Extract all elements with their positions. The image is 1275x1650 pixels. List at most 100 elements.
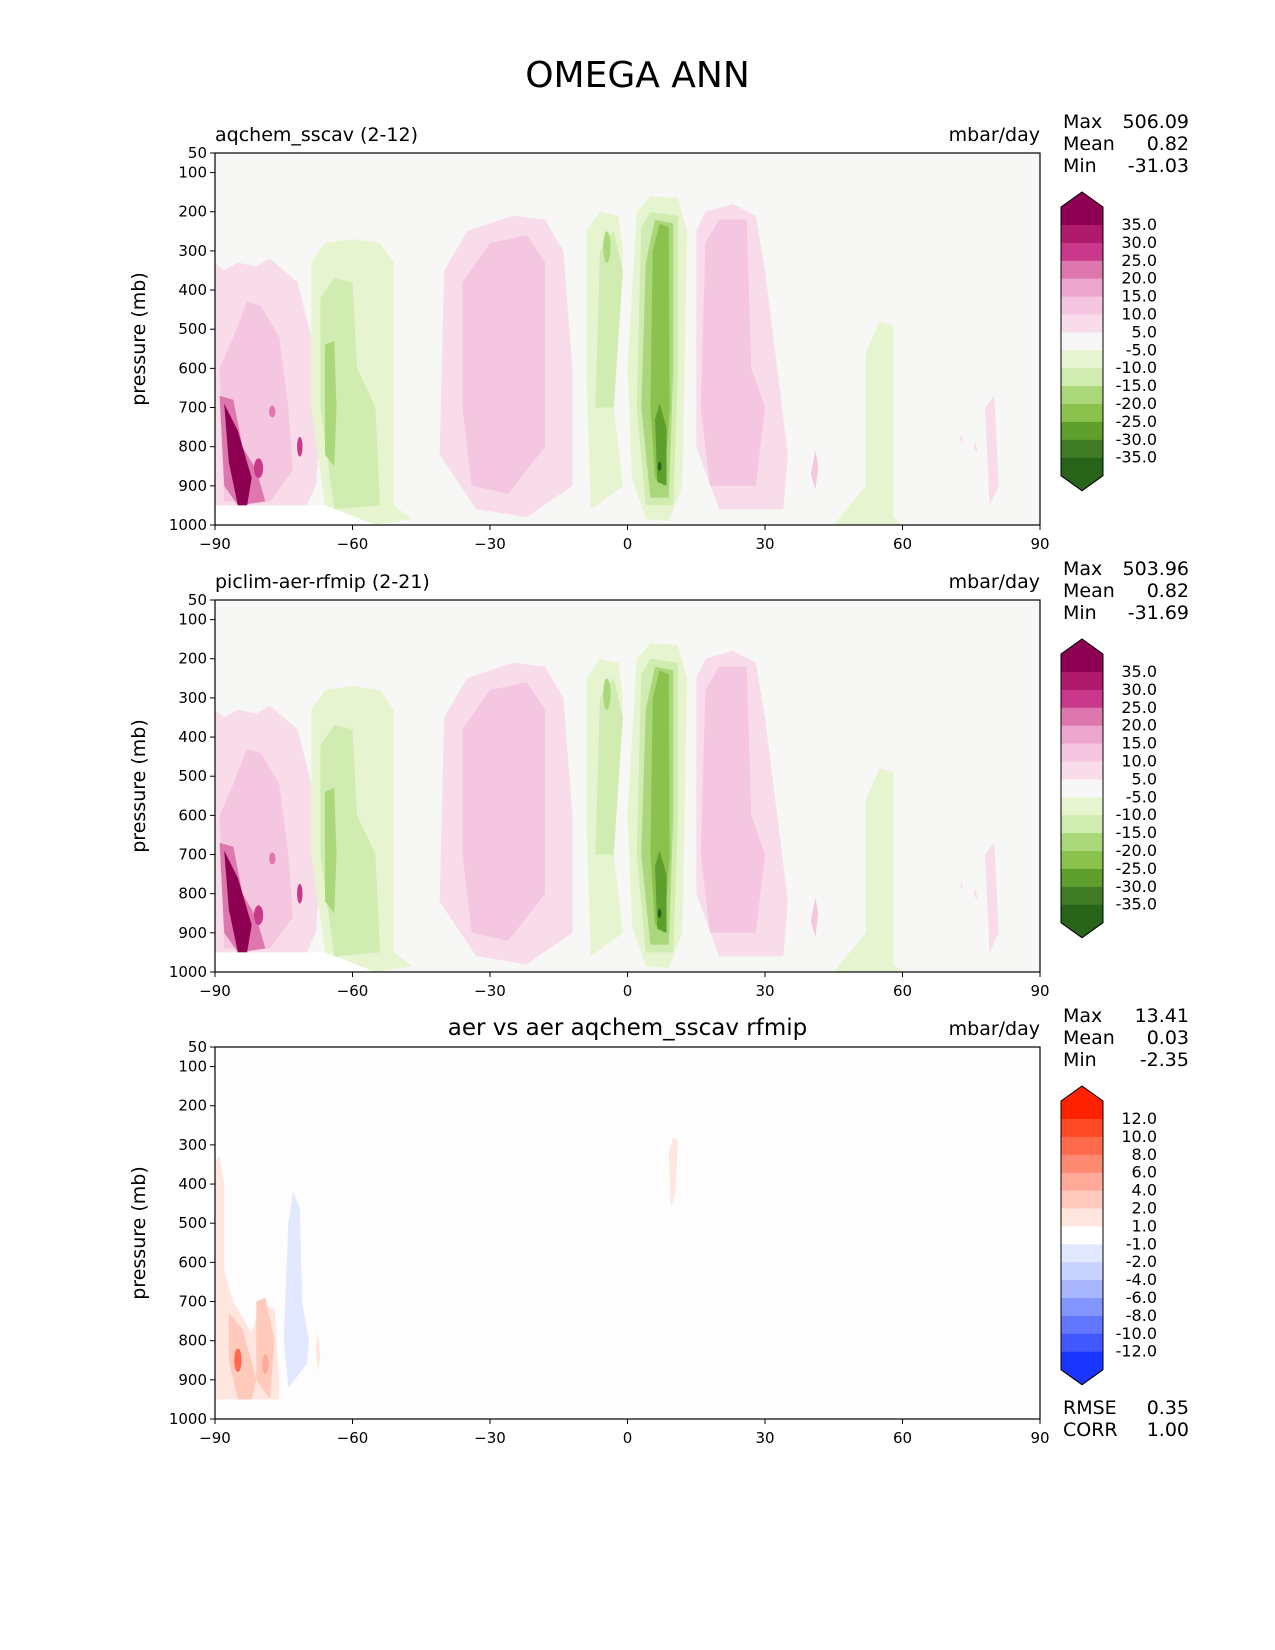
colorbar-swatch <box>1061 332 1103 351</box>
y-tick-label: 900 <box>178 924 207 942</box>
colorbar-label: 30.0 <box>1121 233 1157 252</box>
stat-value: -31.03 <box>1128 155 1189 177</box>
stat-value: 503.96 <box>1123 558 1189 580</box>
colorbar-label: 4.0 <box>1132 1181 1157 1200</box>
field-diff-red-2 <box>228 1313 257 1400</box>
x-tick-label: −30 <box>474 982 506 1000</box>
colorbar-swatch <box>1061 707 1103 727</box>
field-green-south-3 <box>325 341 337 467</box>
stat-label: Max <box>1063 111 1102 133</box>
colorbar-label: 15.0 <box>1121 734 1157 753</box>
colorbar-label: 10.0 <box>1121 1127 1157 1146</box>
colorbar-swatch <box>1061 1280 1103 1299</box>
stat-value: 13.41 <box>1135 1005 1189 1027</box>
colorbar-swatch <box>1061 421 1103 441</box>
colorbar-label: -10.0 <box>1116 358 1157 377</box>
stat-label: Min <box>1063 155 1097 177</box>
colorbar-swatch <box>1061 296 1103 315</box>
x-tick-label: 90 <box>1030 982 1049 1000</box>
units-label: mbar/day <box>949 124 1040 146</box>
units-label: mbar/day <box>949 571 1040 593</box>
colorbar-label: -12.0 <box>1116 1342 1157 1361</box>
stat-value: -2.35 <box>1140 1049 1189 1071</box>
y-tick-label: 800 <box>178 438 207 456</box>
y-tick-label: 100 <box>178 164 207 182</box>
field-green-south-3 <box>325 788 337 914</box>
colorbar-extend-bottom <box>1061 1351 1103 1385</box>
colorbar-label: -4.0 <box>1126 1270 1157 1289</box>
y-tick-label: 500 <box>178 767 207 785</box>
stat-value: 0.82 <box>1147 133 1189 155</box>
y-tick-label: 700 <box>178 846 207 864</box>
field-south-spot-1 <box>253 905 264 926</box>
colorbar-label: -5.0 <box>1126 787 1157 806</box>
colorbar-swatch <box>1061 386 1103 405</box>
field-south-pink-4 <box>224 403 252 506</box>
y-tick-label: 200 <box>178 650 207 668</box>
x-tick-label: 60 <box>893 535 912 553</box>
colorbar-swatch <box>1061 851 1103 870</box>
colorbar-swatch <box>1061 1208 1103 1227</box>
stat-label: CORR <box>1063 1419 1118 1441</box>
field-pink-arctic-3 <box>973 442 978 455</box>
y-tick-label: 300 <box>178 689 207 707</box>
stat-label: Max <box>1063 1005 1102 1027</box>
panel-title: aqchem_sscav (2-12) <box>215 124 418 146</box>
stat-value: -31.69 <box>1128 602 1189 624</box>
field-diff-blue-1 <box>283 1191 309 1388</box>
field-pink-arctic-3 <box>973 889 978 902</box>
colorbar-label: -25.0 <box>1116 859 1157 878</box>
y-tick-label: 300 <box>178 1136 207 1154</box>
colorbar-swatch <box>1061 689 1103 709</box>
colorbar-outline <box>1060 191 1104 492</box>
colorbar-label: 12.0 <box>1121 1109 1157 1128</box>
y-axis-label: pressure (mb) <box>128 1166 150 1300</box>
y-axis-label: pressure (mb) <box>128 719 150 853</box>
colorbar-label: -15.0 <box>1116 376 1157 395</box>
chart-difference: −90 −60 −30 0 30 60 90 50 100 200 300 400 500 600 700 8… <box>128 1005 1189 1447</box>
stat-label: Mean <box>1063 133 1115 155</box>
field-pink-arctic-2 <box>959 881 963 890</box>
field-south-spot-3 <box>269 852 276 865</box>
field-green-trop-3 <box>603 678 611 710</box>
y-tick-label: 100 <box>178 611 207 629</box>
x-tick-label: 90 <box>1030 535 1049 553</box>
x-tick-label: 30 <box>755 535 774 553</box>
colorbar-label: -20.0 <box>1116 394 1157 413</box>
field-pink-cell-2 <box>462 235 545 494</box>
y-tick-label: 400 <box>178 281 207 299</box>
page-title: OMEGA ANN <box>525 55 750 96</box>
y-tick-label: 400 <box>178 1175 207 1193</box>
y-tick-label: 600 <box>178 806 207 824</box>
colorbar-label: -2.0 <box>1126 1252 1157 1271</box>
colorbar-swatch <box>1061 1262 1103 1281</box>
colorbar-label: 30.0 <box>1121 680 1157 699</box>
colorbar-label: -5.0 <box>1126 340 1157 359</box>
colorbar-swatch <box>1061 779 1103 798</box>
colorbar-swatch <box>1061 242 1103 262</box>
y-tick-label: 900 <box>178 477 207 495</box>
y-tick-label: 100 <box>178 1058 207 1076</box>
field-diff-red-7 <box>668 1137 678 1208</box>
colorbar-swatch <box>1061 1119 1103 1138</box>
x-tick-label: −90 <box>199 535 231 553</box>
field-pink-north-2 <box>700 219 765 486</box>
colorbar-swatch <box>1061 1136 1103 1156</box>
stat-label: Mean <box>1063 580 1115 602</box>
contour-field-top <box>215 196 999 525</box>
colorbar-swatch <box>1061 439 1103 459</box>
y-tick-label: 800 <box>178 1332 207 1350</box>
units-label: mbar/day <box>949 1018 1040 1040</box>
colorbar-label: 5.0 <box>1132 322 1157 341</box>
colorbar-label: 20.0 <box>1121 716 1157 735</box>
colorbar-label: 8.0 <box>1132 1145 1157 1164</box>
field-pink-north-3 <box>810 897 819 937</box>
chart-middle: −90 −60 −30 0 30 60 90 50 100 200 300 400 500 600 700 8… <box>128 558 1189 1000</box>
colorbar-label: -10.0 <box>1116 1324 1157 1343</box>
y-tick-label: 200 <box>178 1097 207 1115</box>
field-green-trop-2 <box>595 678 623 855</box>
field-south-pink-4 <box>224 850 252 953</box>
panel-middle: −90 −60 −30 0 30 60 90 50 100 200 300 400 500 600 700 8… <box>0 557 1275 1027</box>
colorbar-label: -10.0 <box>1116 805 1157 824</box>
chart-top: −90 −60 −30 0 30 60 90 50 100 200 300 400 500 600 700 8… <box>128 111 1189 553</box>
